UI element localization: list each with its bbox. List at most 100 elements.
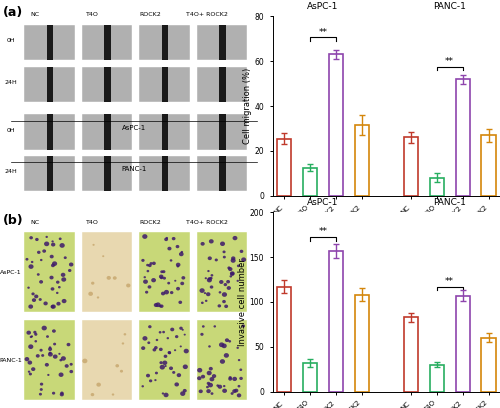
Ellipse shape [28, 344, 34, 349]
Ellipse shape [30, 236, 33, 239]
Ellipse shape [39, 280, 43, 284]
Ellipse shape [46, 236, 48, 238]
Bar [482, 338, 496, 392]
Ellipse shape [142, 234, 148, 239]
Ellipse shape [58, 373, 64, 377]
Ellipse shape [38, 298, 42, 301]
Ellipse shape [70, 370, 73, 373]
Bar [456, 296, 470, 392]
Text: **: ** [445, 57, 454, 66]
Ellipse shape [166, 237, 168, 239]
Ellipse shape [210, 274, 214, 277]
Ellipse shape [219, 342, 224, 347]
Ellipse shape [152, 262, 156, 265]
Bar [456, 79, 470, 196]
Ellipse shape [223, 256, 226, 258]
Ellipse shape [32, 293, 34, 295]
Ellipse shape [48, 352, 53, 357]
Ellipse shape [42, 326, 47, 330]
Ellipse shape [212, 374, 216, 378]
Ellipse shape [160, 361, 162, 364]
Ellipse shape [206, 292, 210, 296]
Ellipse shape [182, 276, 186, 279]
Ellipse shape [31, 335, 33, 337]
Ellipse shape [56, 292, 58, 294]
Ellipse shape [230, 392, 234, 395]
FancyBboxPatch shape [82, 156, 132, 191]
Bar [328, 251, 343, 392]
Ellipse shape [222, 292, 227, 297]
Ellipse shape [58, 286, 60, 288]
Ellipse shape [220, 242, 225, 246]
Ellipse shape [146, 270, 150, 272]
Ellipse shape [170, 291, 173, 294]
Ellipse shape [160, 276, 163, 279]
Bar [354, 125, 369, 196]
Ellipse shape [60, 392, 64, 397]
Ellipse shape [236, 280, 239, 282]
Ellipse shape [209, 367, 213, 370]
FancyBboxPatch shape [196, 320, 248, 400]
Bar [404, 317, 418, 392]
Ellipse shape [182, 389, 187, 392]
Ellipse shape [200, 242, 204, 246]
Ellipse shape [162, 277, 166, 279]
Text: T4O+ ROCK2: T4O+ ROCK2 [186, 220, 228, 225]
Text: **: ** [318, 27, 328, 36]
Ellipse shape [172, 237, 176, 240]
Ellipse shape [51, 304, 56, 309]
Ellipse shape [151, 278, 156, 282]
Ellipse shape [220, 359, 225, 364]
Ellipse shape [178, 301, 182, 304]
Ellipse shape [120, 370, 123, 373]
Ellipse shape [52, 329, 56, 333]
Ellipse shape [40, 383, 43, 386]
Ellipse shape [207, 270, 210, 272]
Ellipse shape [206, 386, 209, 388]
Y-axis label: Invasive cell number: Invasive cell number [238, 258, 247, 346]
FancyBboxPatch shape [47, 156, 53, 191]
Bar [302, 363, 317, 392]
Ellipse shape [28, 286, 30, 289]
Ellipse shape [222, 388, 227, 393]
Ellipse shape [154, 379, 156, 381]
Ellipse shape [223, 385, 226, 387]
Ellipse shape [64, 364, 68, 368]
Ellipse shape [230, 271, 234, 276]
Ellipse shape [222, 251, 226, 253]
Ellipse shape [124, 333, 126, 335]
Ellipse shape [206, 371, 212, 375]
Ellipse shape [234, 389, 238, 392]
Bar [277, 139, 291, 196]
Ellipse shape [208, 256, 212, 260]
Text: 24H: 24H [4, 169, 17, 174]
Ellipse shape [200, 288, 204, 293]
Bar [482, 135, 496, 196]
Ellipse shape [162, 361, 168, 365]
Ellipse shape [69, 262, 73, 266]
Ellipse shape [184, 334, 186, 336]
Ellipse shape [168, 351, 171, 354]
Ellipse shape [144, 276, 146, 278]
Ellipse shape [180, 346, 182, 347]
Text: T4O: T4O [86, 220, 99, 225]
Ellipse shape [159, 275, 164, 279]
Ellipse shape [162, 270, 166, 273]
Ellipse shape [160, 365, 165, 370]
Ellipse shape [206, 389, 211, 393]
Ellipse shape [180, 282, 184, 285]
Ellipse shape [218, 291, 222, 294]
Ellipse shape [216, 384, 219, 387]
Ellipse shape [214, 259, 218, 262]
Ellipse shape [28, 264, 34, 269]
Ellipse shape [50, 287, 54, 290]
Ellipse shape [168, 247, 172, 251]
Ellipse shape [231, 256, 235, 260]
FancyBboxPatch shape [220, 114, 226, 150]
Text: AsPC-1: AsPC-1 [307, 198, 338, 207]
Ellipse shape [208, 277, 212, 280]
Text: 0H: 0H [6, 38, 15, 43]
Ellipse shape [197, 368, 202, 373]
Ellipse shape [149, 379, 152, 382]
FancyBboxPatch shape [196, 156, 248, 191]
